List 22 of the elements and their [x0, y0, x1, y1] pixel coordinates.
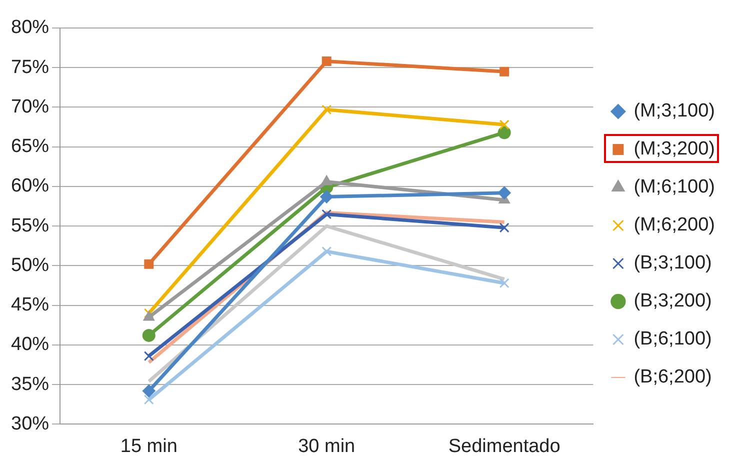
y-tick-label: 55%	[10, 215, 50, 236]
x-tick-label: 30 min	[298, 436, 356, 457]
x-tick-label: 15 min	[120, 436, 178, 457]
legend-label: (B;3;100)	[634, 252, 712, 274]
y-tick-label: 35%	[10, 374, 50, 395]
legend-label: (M;3;100)	[634, 100, 716, 122]
y-tick-label: 50%	[10, 254, 50, 276]
y-tick-label: 45%	[10, 294, 50, 316]
legend-label: (B;6;100)	[634, 328, 712, 350]
y-tick-label: 65%	[10, 136, 50, 158]
y-tick-label: 60%	[10, 176, 50, 197]
x-tick-label: Sedimentado	[448, 436, 560, 457]
legend-label: (B;6;200)	[634, 366, 712, 388]
y-tick-label: 40%	[10, 334, 50, 356]
y-tick-label: 75%	[10, 56, 50, 78]
legend-label: (M;6;100)	[634, 176, 716, 198]
legend-label: (M;3;200)	[634, 138, 716, 160]
y-tick-label: 30%	[10, 413, 50, 434]
legend-label: (M;6;200)	[634, 214, 716, 236]
y-tick-label: 80%	[10, 17, 50, 38]
legend-label: (B;3;200)	[634, 290, 712, 312]
y-tick-label: 70%	[10, 96, 50, 118]
